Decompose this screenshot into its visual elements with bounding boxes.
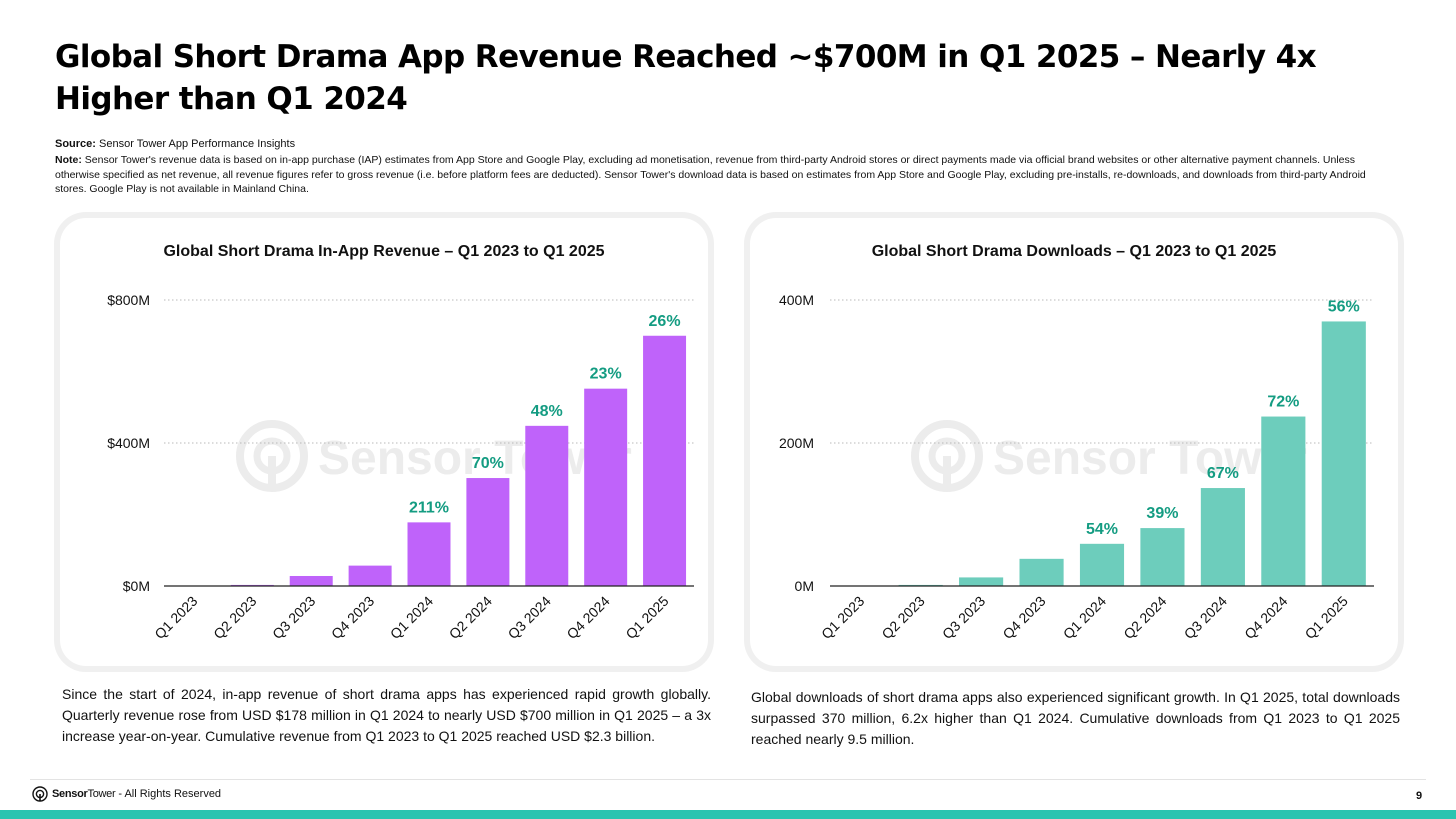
source-text: Sensor Tower App Performance Insights <box>99 138 296 150</box>
y-tick-label: 0M <box>795 578 814 594</box>
x-tick-label: Q4 2024 <box>563 593 612 642</box>
note-label: Note: <box>55 154 82 166</box>
footer-rights: - All Rights Reserved <box>118 788 222 800</box>
x-tick-label: Q4 2024 <box>1241 593 1290 642</box>
footer: SensorTower - All Rights Reserved <box>32 786 221 802</box>
watermark-text: Sensor Tower <box>993 432 1307 485</box>
downloads-paragraph: Global downloads of short drama apps als… <box>751 689 1400 747</box>
data-label: 67% <box>1207 465 1239 482</box>
chart-title: Global Short Drama Downloads – Q1 2023 t… <box>872 243 1277 260</box>
bar <box>525 425 569 586</box>
bar <box>1321 321 1366 586</box>
footer-brand-bold: Sensor <box>52 788 88 800</box>
bar <box>1019 558 1064 586</box>
footer-divider <box>30 779 1426 780</box>
data-label: 39% <box>1146 505 1178 522</box>
bar <box>1200 488 1245 586</box>
data-label: 26% <box>649 313 681 330</box>
bar <box>289 575 333 586</box>
x-tick-label: Q1 2023 <box>818 593 867 642</box>
x-tick-label: Q1 2024 <box>1060 593 1109 642</box>
x-tick-label: Q3 2024 <box>1181 593 1230 642</box>
bar <box>466 478 510 586</box>
x-tick-label: Q2 2023 <box>878 593 927 642</box>
bar <box>1261 416 1306 586</box>
data-label: 23% <box>590 366 622 383</box>
y-tick-label: $0M <box>123 578 150 594</box>
revenue-chart-card: Sensor Tower Global Short Drama In-App Re… <box>60 218 708 666</box>
x-tick-label: Q4 2023 <box>999 593 1048 642</box>
x-tick-label: Q4 2023 <box>328 593 377 642</box>
bar <box>1140 528 1185 586</box>
x-tick-label: Q2 2024 <box>446 593 495 642</box>
revenue-chart: Sensor Tower Global Short Drama In-App Re… <box>107 243 694 642</box>
footer-brand: SensorTower <box>52 788 116 800</box>
data-label: 211% <box>409 499 449 516</box>
revenue-paragraph: Since the start of 2024, in-app revenue … <box>62 686 711 744</box>
x-tick-label: Q3 2023 <box>939 593 988 642</box>
y-tick-label: $800M <box>107 292 150 308</box>
source-line: Source: Sensor Tower App Performance Ins… <box>55 138 295 150</box>
downloads-chart: Sensor Tower Global Short Drama Downloads… <box>779 243 1374 642</box>
page-title: Global Short Drama App Revenue Reached ~… <box>55 39 1317 117</box>
watermark: Sensor Tower <box>236 420 632 492</box>
bar <box>407 522 451 586</box>
y-tick-label: $400M <box>107 435 150 451</box>
source-label: Source: <box>55 138 96 150</box>
y-tick-label: 400M <box>779 292 814 308</box>
bar <box>1079 543 1125 586</box>
note-line: Note: Sensor Tower's revenue data is bas… <box>55 153 1400 197</box>
bar <box>584 388 628 586</box>
downloads-chart-card: Sensor Tower Global Short Drama Downloads… <box>750 218 1398 666</box>
bar <box>348 565 392 586</box>
bottom-accent-bar <box>0 810 1456 819</box>
chart-title: Global Short Drama In-App Revenue – Q1 2… <box>163 243 604 260</box>
x-tick-label: Q2 2023 <box>210 593 259 642</box>
watermark: Sensor Tower <box>911 420 1307 492</box>
note-text: Sensor Tower's revenue data is based on … <box>55 154 1366 195</box>
x-tick-label: Q1 2025 <box>1302 593 1351 642</box>
bar <box>643 335 687 586</box>
x-tick-label: Q1 2025 <box>622 593 671 642</box>
x-tick-label: Q1 2024 <box>387 593 436 642</box>
x-tick-label: Q2 2024 <box>1120 593 1169 642</box>
data-label: 56% <box>1328 298 1360 315</box>
data-label: 54% <box>1086 521 1118 538</box>
x-tick-label: Q3 2023 <box>269 593 318 642</box>
x-tick-label: Q1 2023 <box>151 593 200 642</box>
sensor-tower-logo-icon <box>32 786 48 802</box>
data-label: 48% <box>531 403 563 420</box>
page-number: 9 <box>1416 790 1423 802</box>
x-tick-label: Q3 2024 <box>505 593 554 642</box>
data-label: 70% <box>472 455 504 472</box>
footer-brand-regular: Tower <box>87 788 116 800</box>
data-label: 72% <box>1267 394 1299 411</box>
bar <box>959 577 1004 586</box>
y-tick-label: 200M <box>779 435 814 451</box>
watermark-text: Sensor Tower <box>318 432 632 485</box>
